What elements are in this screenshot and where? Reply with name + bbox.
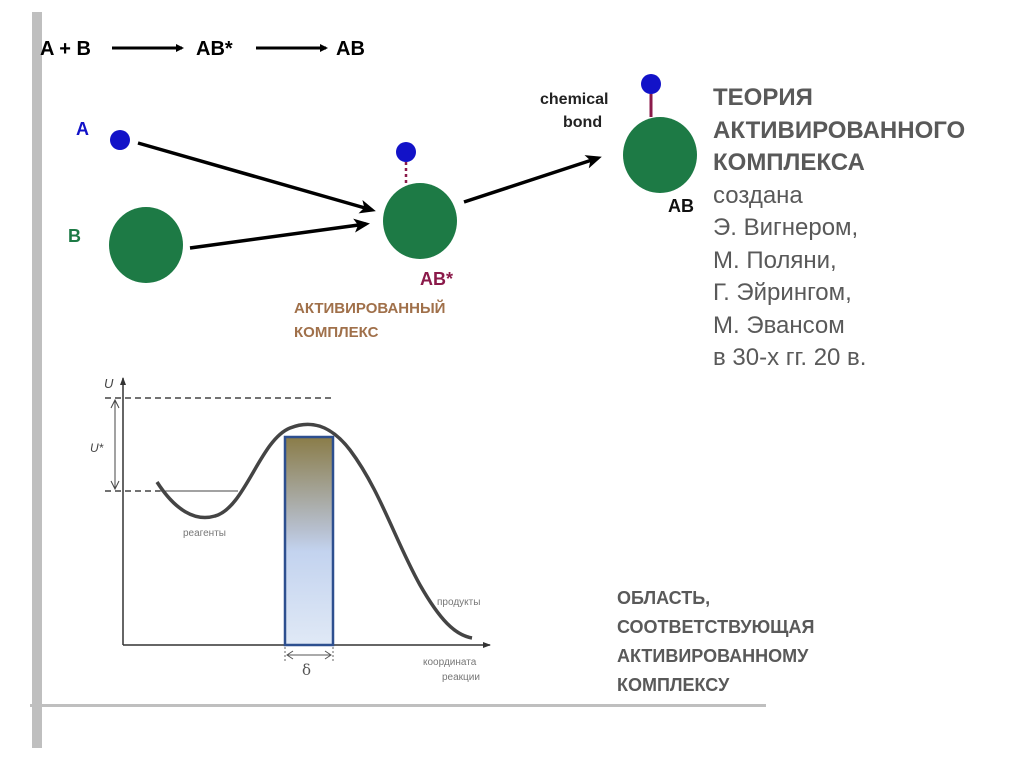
label-ab: AB <box>668 196 694 216</box>
x-axis-label-2: реакции <box>442 672 480 683</box>
theory-line-1: создана <box>713 181 803 209</box>
theory-line-5: М. Эвансом <box>713 311 845 339</box>
energy-plot: U U* реагенты продукты координата реакци… <box>90 376 491 683</box>
region-caption-2: СООТВЕТСТВУЮЩАЯ <box>617 617 815 637</box>
theory-title-2: АКТИВИРОВАННОГО <box>713 116 966 144</box>
bond-label-2: bond <box>563 114 602 131</box>
arrow-complex-to-product <box>463 155 602 204</box>
region-caption: ОБЛАСТЬ, СООТВЕТСТВУЮЩАЯ АКТИВИРОВАННОМУ… <box>617 584 814 700</box>
x-axis-label-1: координата <box>423 657 477 668</box>
theory-title-1: ТЕОРИЯ <box>713 84 813 111</box>
equation-reactants: A + B <box>40 38 91 60</box>
arrow-a-to-complex <box>137 141 376 214</box>
complex-label-2: КОМПЛЕКС <box>294 324 379 341</box>
equation-intermediate: AB* <box>196 38 233 60</box>
label-b: B <box>68 226 81 246</box>
bond-label-1: chemical <box>540 91 608 108</box>
region-caption-3: АКТИВИРОВАННОМУ <box>617 646 809 666</box>
delta-label: δ <box>302 661 311 679</box>
complex-label-1: АКТИВИРОВАННЫЙ <box>294 299 445 317</box>
equation-product: AB <box>336 38 365 60</box>
label-a: A <box>76 119 89 139</box>
atom-b <box>109 207 183 283</box>
products-label: продукты <box>437 597 480 608</box>
barrier-label: U* <box>90 441 104 455</box>
complex-atom-a <box>396 142 416 162</box>
theory-title-3: КОМПЛЕКСА <box>713 149 865 176</box>
y-axis-label: U <box>104 376 114 391</box>
theory-text: ТЕОРИЯ АКТИВИРОВАННОГО КОМПЛЕКСА создана… <box>713 82 965 375</box>
activated-complex-region <box>283 435 335 647</box>
complex-atom-b <box>383 183 457 259</box>
arrow-b-to-complex <box>189 218 370 250</box>
atom-a <box>110 130 130 150</box>
frame-horizontal-line <box>30 704 766 707</box>
theory-line-4: Г. Эйрингом, <box>713 279 852 306</box>
product-atom-a <box>641 74 661 94</box>
region-caption-1: ОБЛАСТЬ, <box>617 588 711 608</box>
theory-line-6: в 30-х гг. 20 в. <box>713 344 867 371</box>
region-caption-4: КОМПЛЕКСУ <box>617 675 730 695</box>
product-atom-b <box>623 117 697 193</box>
energy-curve <box>155 422 473 640</box>
frame-vertical-bar <box>32 12 42 748</box>
label-ab-star: AB* <box>420 269 453 289</box>
theory-line-3: М. Поляни, <box>713 246 837 274</box>
reactants-label: реагенты <box>183 528 226 539</box>
theory-line-2: Э. Вигнером, <box>713 214 859 241</box>
